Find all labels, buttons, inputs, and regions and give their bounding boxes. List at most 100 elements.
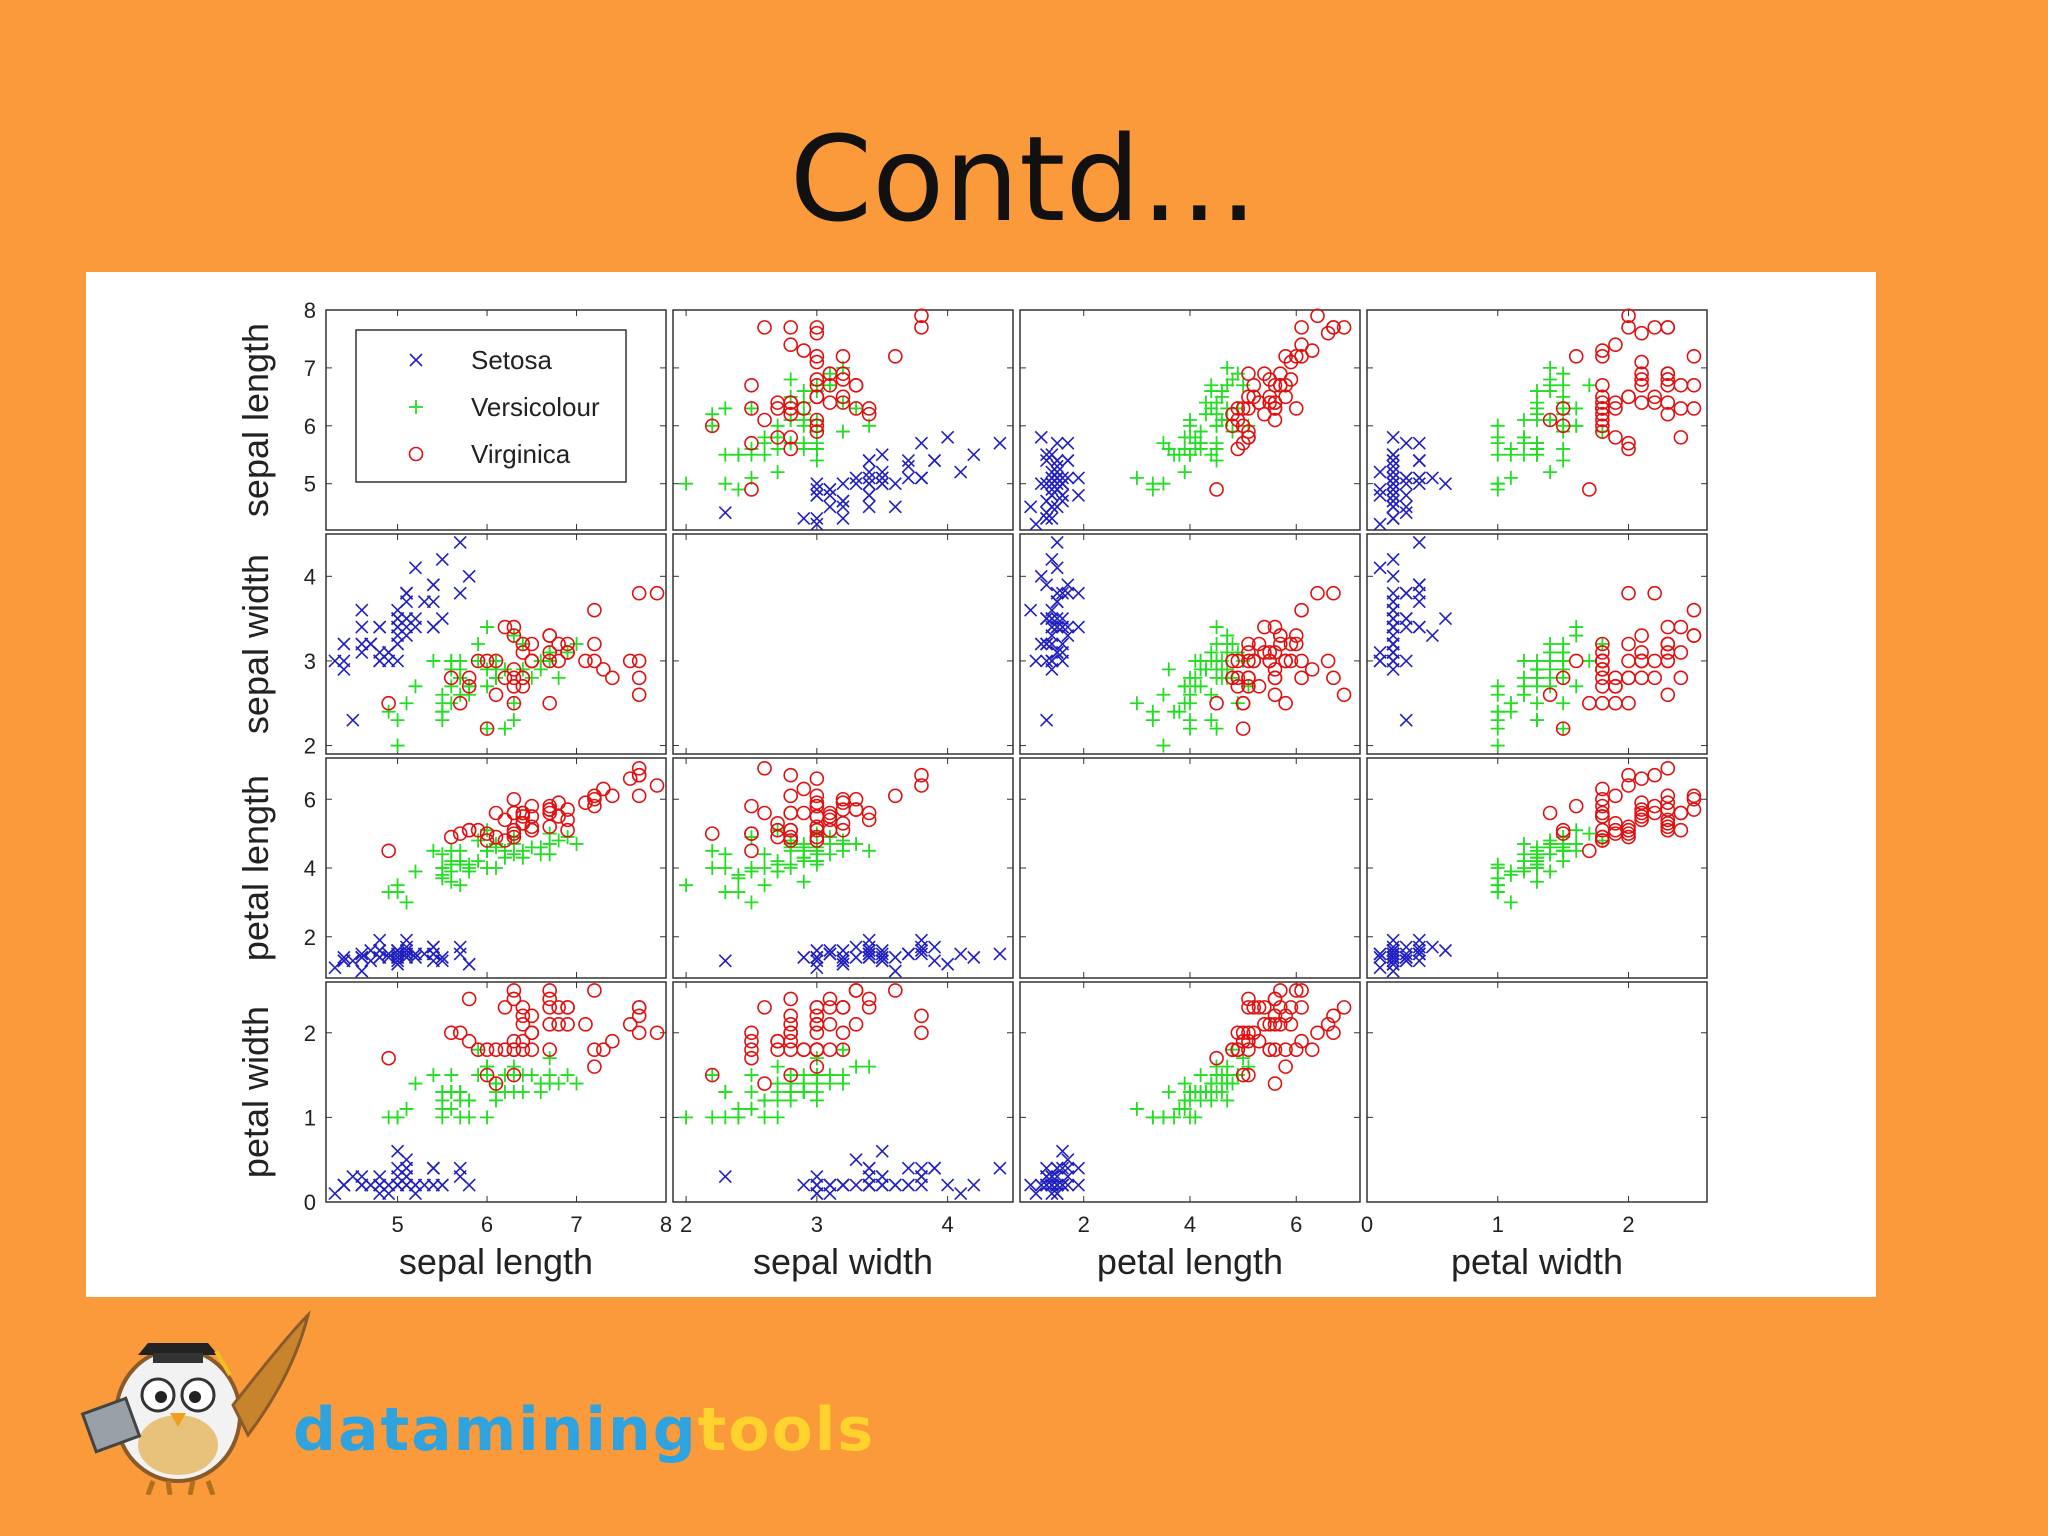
y-axis-title-petal-width: petal width (235, 1006, 276, 1178)
point-virginica (1267, 619, 1283, 635)
point-versicolour (390, 738, 405, 753)
point-virginica (1568, 349, 1584, 364)
point-versicolour (497, 850, 512, 865)
point-versicolour (1129, 1101, 1144, 1116)
point-virginica (506, 628, 522, 643)
point-virginica (1230, 670, 1246, 686)
point-versicolour (849, 836, 864, 851)
point-setosa (862, 950, 876, 964)
y-tick-label: 1 (304, 1105, 316, 1130)
point-virginica (506, 822, 522, 838)
panel-1-1 (672, 533, 1014, 755)
point-virginica (1595, 645, 1610, 660)
point-virginica (560, 1000, 575, 1015)
point-versicolour (718, 1110, 733, 1125)
point-virginica (1241, 670, 1256, 686)
point-virginica (1621, 822, 1636, 838)
point-versicolour (1543, 413, 1558, 427)
point-versicolour (705, 1068, 720, 1083)
point-versicolour (426, 843, 441, 858)
point-virginica (1621, 389, 1636, 405)
point-versicolour (444, 679, 459, 694)
point-setosa (355, 637, 369, 651)
point-virginica (1294, 983, 1309, 998)
point-setosa (1399, 500, 1413, 514)
point-versicolour (836, 424, 850, 439)
point-setosa (462, 957, 476, 971)
point-setosa (888, 1178, 902, 1192)
point-versicolour (1543, 670, 1558, 685)
point-versicolour (718, 861, 733, 875)
point-virginica (809, 325, 825, 341)
point-setosa (417, 947, 431, 961)
point-virginica (578, 653, 593, 669)
point-virginica (649, 585, 665, 601)
point-virginica (1267, 670, 1283, 686)
point-versicolour (480, 721, 495, 736)
point-virginica (1634, 645, 1649, 660)
point-virginica (560, 822, 575, 838)
point-virginica (809, 788, 825, 804)
point-versicolour (705, 861, 720, 875)
point-virginica (1246, 1000, 1262, 1015)
point-setosa (435, 552, 449, 566)
point-setosa (1373, 482, 1387, 497)
point-virginica (488, 829, 504, 845)
point-setosa (1386, 477, 1400, 491)
point-virginica (1273, 983, 1288, 998)
point-virginica (1278, 1042, 1293, 1057)
point-virginica (704, 826, 720, 841)
point-versicolour (1582, 378, 1597, 393)
point-setosa (1399, 436, 1413, 450)
point-virginica (809, 320, 825, 335)
point-virginica (914, 320, 929, 335)
x-tick-label: 8 (660, 1212, 672, 1237)
point-versicolour (462, 687, 477, 702)
point-versicolour (796, 850, 811, 865)
point-setosa (1399, 954, 1413, 968)
point-virginica (809, 829, 825, 845)
point-virginica (1267, 645, 1283, 660)
point-versicolour (1214, 413, 1229, 427)
point-versicolour (679, 1110, 694, 1125)
point-virginica (479, 721, 495, 736)
point-versicolour (836, 1068, 850, 1083)
point-virginica (631, 767, 647, 783)
point-versicolour (1556, 453, 1571, 468)
point-virginica (515, 805, 531, 821)
point-virginica (631, 585, 647, 601)
point-virginica (1621, 778, 1636, 793)
point-versicolour (1183, 413, 1197, 427)
point-virginica (1621, 653, 1636, 669)
point-virginica (587, 983, 602, 998)
point-versicolour (822, 1068, 837, 1083)
point-virginica (631, 687, 647, 703)
point-setosa (810, 511, 824, 525)
point-virginica (1278, 695, 1293, 711)
point-versicolour (1569, 401, 1584, 416)
point-versicolour (453, 1085, 468, 1099)
point-virginica (1660, 653, 1676, 669)
point-versicolour (731, 871, 746, 886)
point-versicolour (1156, 738, 1171, 753)
point-virginica (757, 805, 772, 821)
point-versicolour (862, 1059, 877, 1074)
point-setosa (1055, 1178, 1070, 1192)
y-tick-label: 4 (304, 564, 316, 589)
point-versicolour (399, 895, 414, 910)
point-setosa (836, 950, 850, 964)
point-virginica (524, 819, 540, 835)
point-virginica (1568, 798, 1584, 814)
point-setosa (875, 1170, 889, 1184)
point-versicolour (1198, 662, 1213, 677)
point-virginica (1582, 482, 1597, 497)
point-versicolour (1543, 864, 1558, 879)
point-virginica (783, 788, 798, 804)
point-virginica (1621, 636, 1636, 652)
point-virginica (506, 983, 522, 998)
point-versicolour (1543, 372, 1558, 387)
point-virginica (809, 1059, 825, 1074)
point-versicolour (453, 878, 468, 893)
point-setosa (810, 954, 824, 968)
point-versicolour (489, 861, 503, 875)
